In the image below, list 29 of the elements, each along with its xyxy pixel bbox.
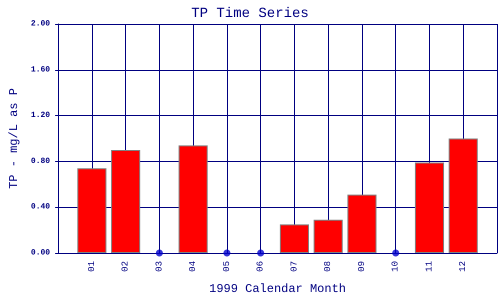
bar [414,162,444,253]
x-tick-label: 07 [289,261,300,272]
bar [448,138,478,253]
y-axis-title: TP - mg/L as P [7,88,21,189]
x-tick-label: 04 [188,261,198,272]
x-tick-label: 01 [86,261,97,272]
x-tick-label: 06 [256,261,266,272]
bar [77,168,106,253]
y-tick-label: 1.20 [30,111,50,120]
x-tick-label: 05 [222,261,232,272]
x-tick-label: 10 [390,261,401,272]
bar [314,220,343,253]
x-tick-label: 09 [356,261,367,272]
x-tick-label: 03 [154,261,164,272]
y-tick-label: 0.40 [30,202,50,212]
bar [347,194,377,253]
x-tick-label: 02 [120,261,131,272]
x-axis-title: 1999 Calendar Month [209,282,346,296]
y-tick-label: 1.60 [30,65,50,74]
chart-title: TP Time Series [191,6,309,22]
x-tick-label: 11 [424,261,434,272]
x-tick-label: 08 [323,261,334,272]
x-tick-label: 12 [458,261,468,272]
bar [280,224,309,253]
bar [111,150,140,253]
y-tick-label: 2.00 [30,20,50,28]
bar [178,145,208,253]
y-tick-label: 0.00 [30,248,50,258]
y-tick-label: 0.80 [30,156,50,166]
